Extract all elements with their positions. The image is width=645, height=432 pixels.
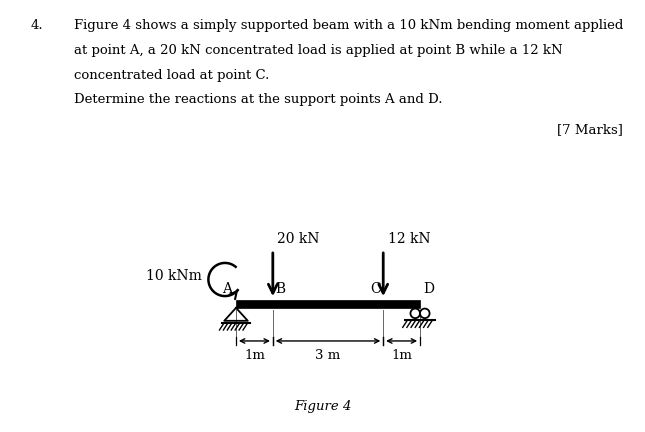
- Text: 20 kN: 20 kN: [277, 232, 320, 246]
- Text: [7 Marks]: [7 Marks]: [557, 123, 622, 136]
- Text: 3 m: 3 m: [315, 349, 341, 362]
- Text: Determine the reactions at the support points A and D.: Determine the reactions at the support p…: [74, 93, 442, 106]
- Bar: [236, 300, 420, 308]
- Text: 1m: 1m: [244, 349, 265, 362]
- Text: C: C: [370, 282, 381, 296]
- Text: B: B: [275, 282, 285, 296]
- Text: 12 kN: 12 kN: [388, 232, 430, 246]
- Text: concentrated load at point C.: concentrated load at point C.: [74, 69, 270, 82]
- Text: 4.: 4.: [31, 19, 44, 32]
- Text: A: A: [222, 282, 232, 296]
- Text: 10 kNm: 10 kNm: [146, 269, 202, 283]
- Text: D: D: [424, 282, 435, 296]
- Text: Figure 4: Figure 4: [294, 400, 351, 413]
- Text: 1m: 1m: [391, 349, 412, 362]
- Text: Figure 4 shows a simply supported beam with a 10 kNm bending moment applied: Figure 4 shows a simply supported beam w…: [74, 19, 624, 32]
- Text: at point A, a 20 kN concentrated load is applied at point B while a 12 kN: at point A, a 20 kN concentrated load is…: [74, 44, 563, 57]
